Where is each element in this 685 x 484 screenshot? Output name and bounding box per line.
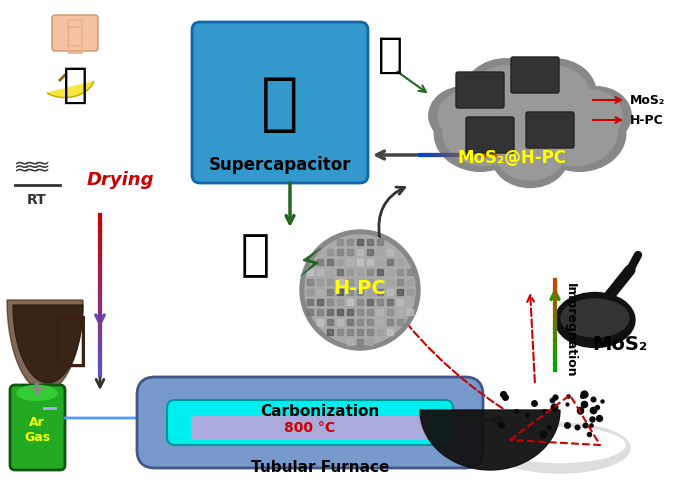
Ellipse shape — [434, 96, 527, 171]
Ellipse shape — [495, 124, 565, 180]
FancyBboxPatch shape — [10, 385, 65, 470]
FancyBboxPatch shape — [52, 15, 98, 51]
Text: Carbonization: Carbonization — [260, 405, 379, 420]
Polygon shape — [47, 82, 94, 97]
Text: MoS₂: MoS₂ — [593, 335, 648, 354]
FancyBboxPatch shape — [192, 22, 368, 183]
Polygon shape — [7, 300, 83, 391]
Text: 🫘: 🫘 — [53, 312, 88, 368]
Text: Tubular Furnace: Tubular Furnace — [251, 460, 389, 475]
Ellipse shape — [443, 98, 527, 166]
Text: H-PC: H-PC — [630, 114, 664, 126]
Text: Impregnation: Impregnation — [564, 283, 577, 378]
Ellipse shape — [561, 87, 631, 144]
Text: Ar
Gas: Ar Gas — [24, 416, 50, 444]
Text: 🔌: 🔌 — [377, 34, 403, 76]
Text: 🔋: 🔋 — [261, 75, 299, 135]
Text: ≋: ≋ — [24, 158, 40, 178]
FancyBboxPatch shape — [191, 416, 429, 440]
Text: Supercapacitor: Supercapacitor — [209, 156, 351, 174]
Ellipse shape — [464, 59, 547, 127]
Text: 🤚: 🤚 — [66, 26, 84, 55]
Text: 💡: 💡 — [240, 231, 270, 279]
Ellipse shape — [470, 66, 546, 126]
Ellipse shape — [495, 427, 625, 463]
Text: 🍌: 🍌 — [62, 64, 88, 106]
Ellipse shape — [490, 423, 630, 473]
Text: ≋: ≋ — [14, 158, 30, 178]
Text: ⚡: ⚡ — [297, 246, 323, 284]
Ellipse shape — [438, 91, 502, 142]
Ellipse shape — [492, 124, 569, 187]
FancyBboxPatch shape — [511, 57, 559, 93]
FancyBboxPatch shape — [526, 112, 574, 148]
Text: MoS₂@H-PC: MoS₂@H-PC — [458, 149, 566, 167]
Text: 800 °C: 800 °C — [284, 421, 336, 435]
Ellipse shape — [17, 385, 57, 400]
FancyBboxPatch shape — [137, 377, 483, 468]
FancyBboxPatch shape — [466, 117, 514, 153]
Text: MoS₂: MoS₂ — [630, 93, 665, 106]
Ellipse shape — [469, 71, 590, 169]
Ellipse shape — [429, 87, 499, 144]
Text: ≋: ≋ — [34, 158, 50, 178]
FancyBboxPatch shape — [167, 400, 453, 445]
Ellipse shape — [514, 66, 590, 126]
Text: RT: RT — [27, 193, 47, 207]
Ellipse shape — [512, 59, 596, 127]
Polygon shape — [13, 305, 83, 383]
FancyBboxPatch shape — [456, 72, 504, 108]
Ellipse shape — [475, 76, 585, 164]
Circle shape — [300, 230, 420, 350]
Ellipse shape — [555, 292, 635, 348]
Text: ✋: ✋ — [66, 18, 84, 47]
Circle shape — [305, 235, 415, 345]
Ellipse shape — [533, 98, 617, 166]
Text: Drying: Drying — [86, 171, 153, 189]
Ellipse shape — [561, 299, 629, 337]
Ellipse shape — [558, 91, 622, 142]
Ellipse shape — [534, 96, 625, 171]
Text: H-PC: H-PC — [334, 278, 386, 298]
Polygon shape — [420, 410, 560, 470]
